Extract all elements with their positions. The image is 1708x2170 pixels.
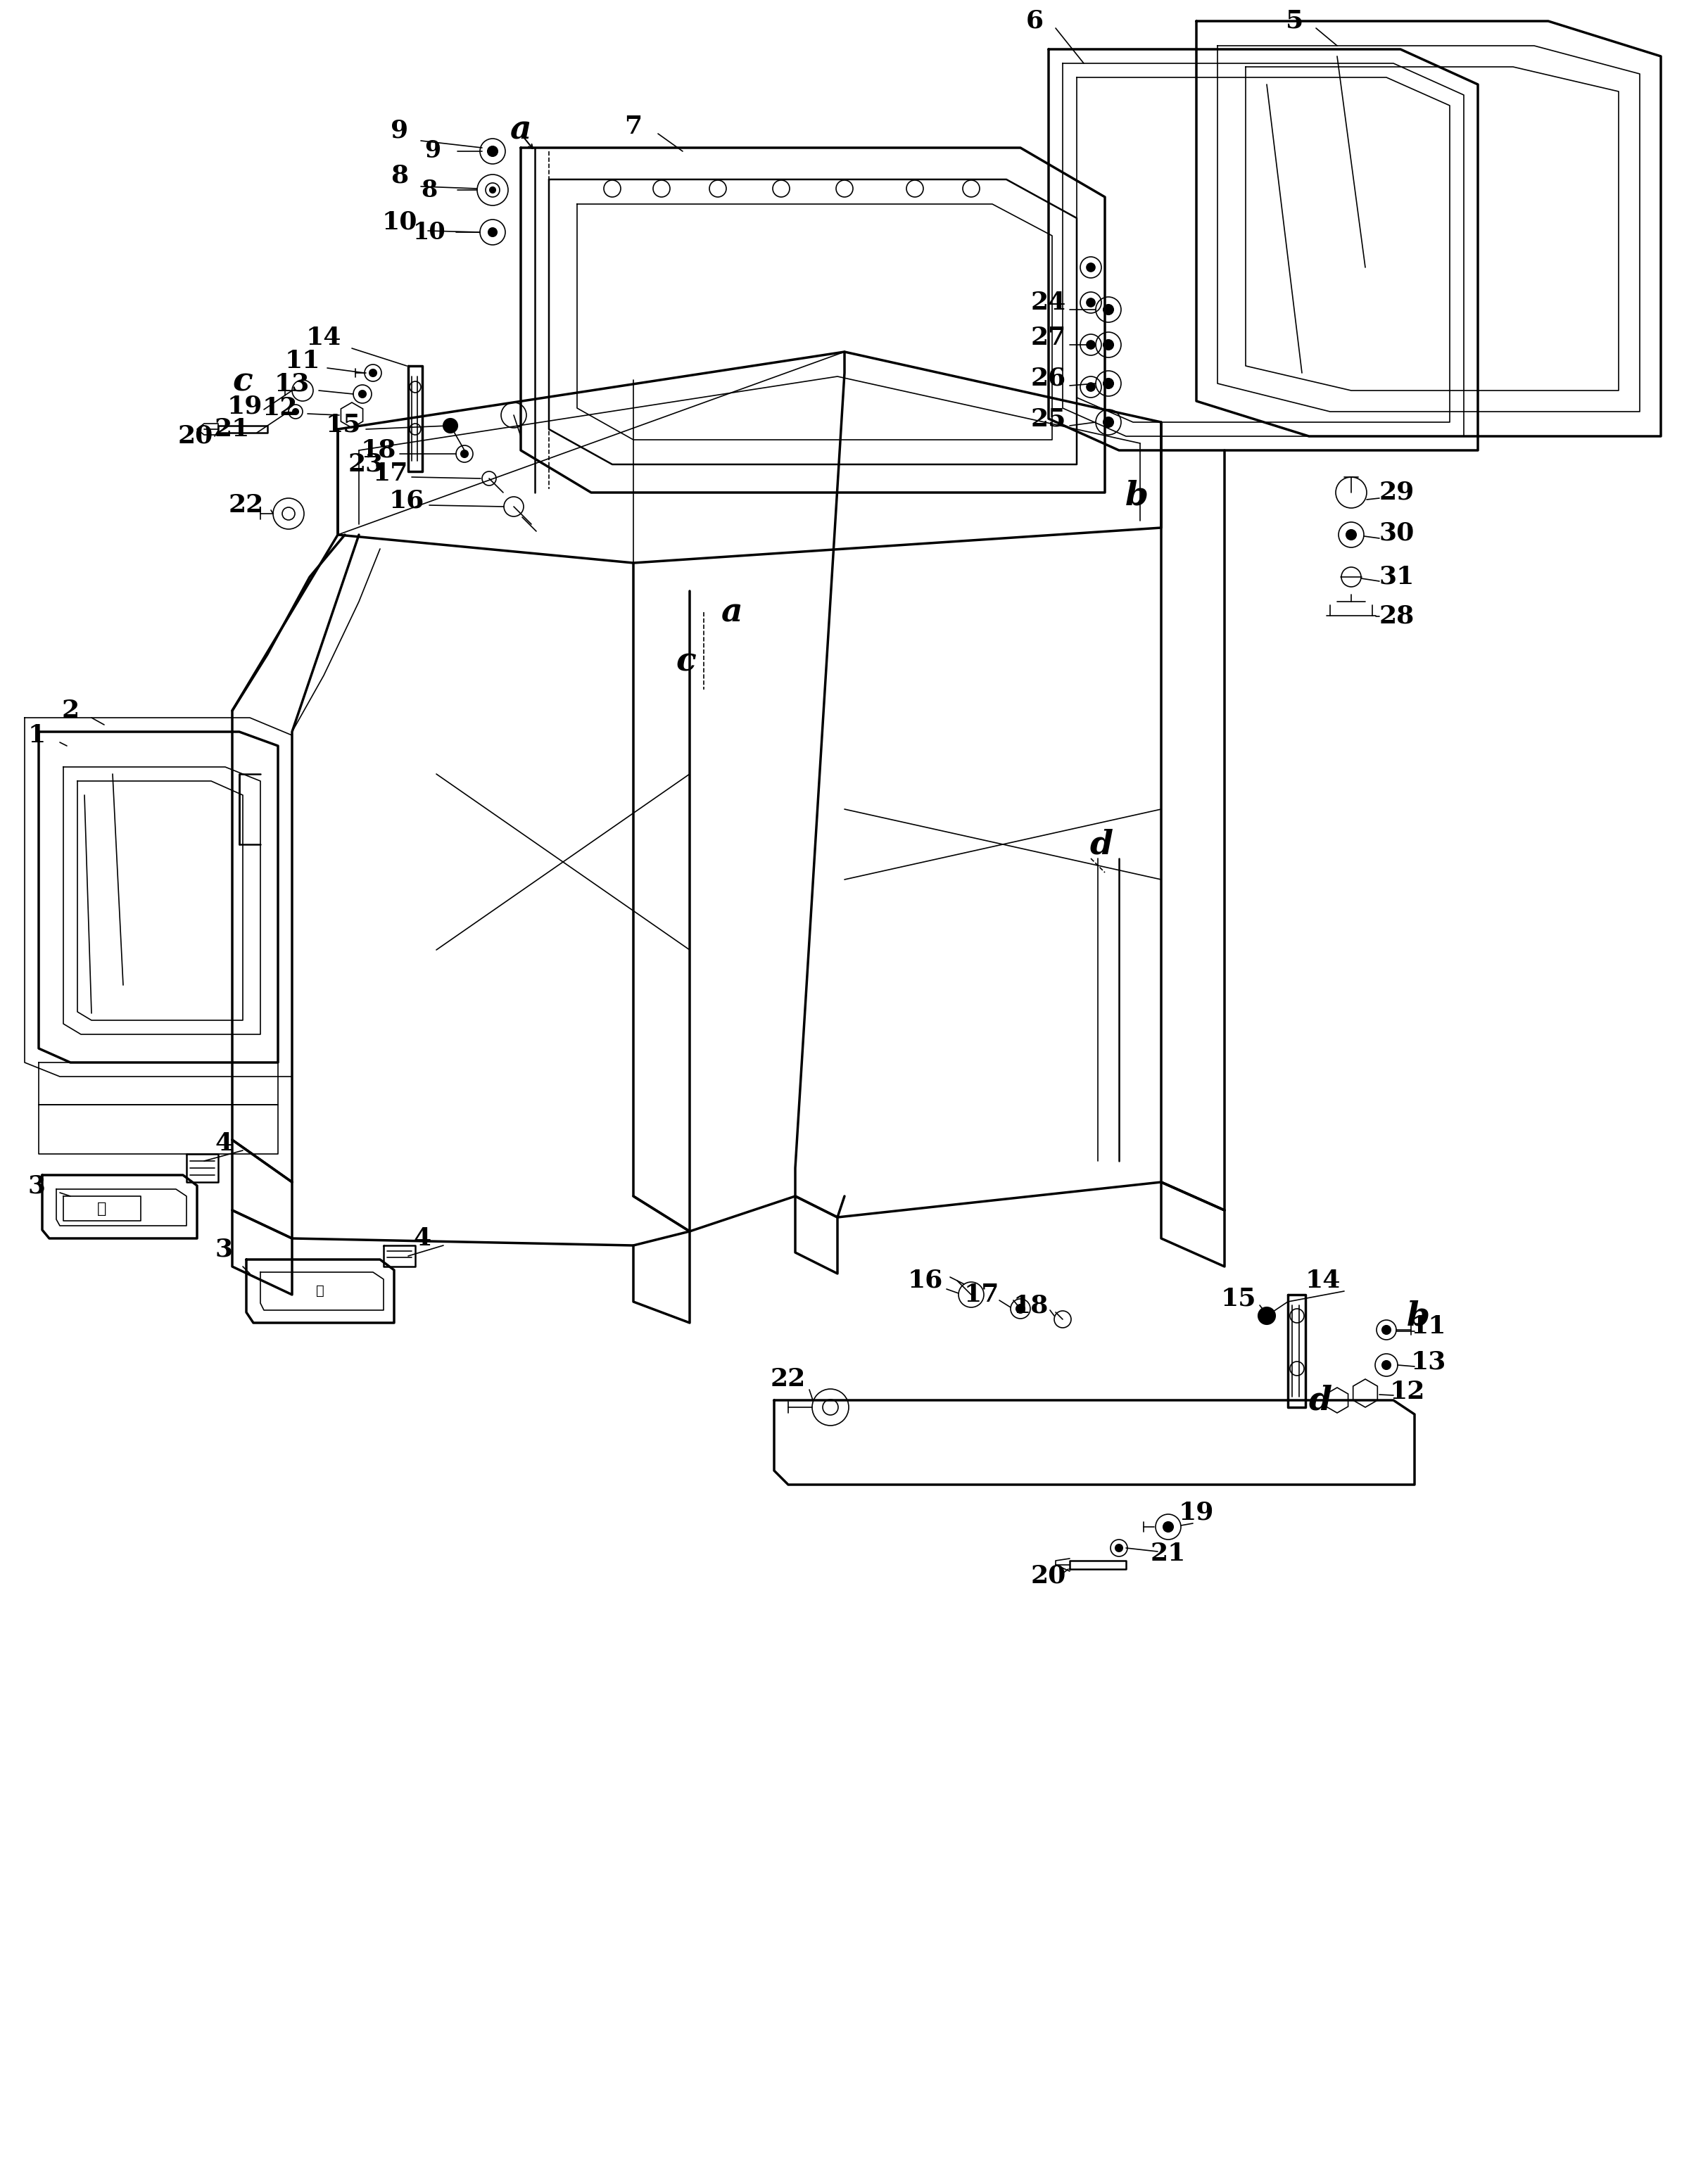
Text: 20: 20	[178, 425, 214, 449]
Circle shape	[488, 145, 497, 156]
Circle shape	[292, 408, 299, 414]
Text: a: a	[511, 115, 531, 145]
Text: c: c	[676, 644, 697, 677]
Circle shape	[1115, 1545, 1122, 1552]
Text: 25: 25	[1032, 406, 1066, 430]
Text: 19: 19	[227, 395, 263, 419]
Circle shape	[1382, 1361, 1390, 1369]
Circle shape	[490, 187, 495, 193]
Text: 13: 13	[1411, 1350, 1447, 1374]
Text: 10: 10	[383, 210, 417, 234]
Text: 13: 13	[275, 371, 309, 395]
Text: 18: 18	[360, 438, 396, 462]
Circle shape	[1086, 297, 1095, 306]
Circle shape	[359, 391, 366, 397]
Circle shape	[461, 451, 468, 458]
Text: 27: 27	[1032, 326, 1066, 349]
Text: 11: 11	[1411, 1315, 1447, 1339]
Text: 5: 5	[1286, 9, 1303, 33]
Text: 3: 3	[215, 1237, 232, 1261]
Text: 29: 29	[1380, 480, 1414, 503]
Text: 17: 17	[963, 1282, 999, 1306]
Text: 16: 16	[389, 488, 425, 512]
Text: 15: 15	[326, 412, 360, 436]
Text: d: d	[1308, 1384, 1332, 1417]
Text: 4: 4	[413, 1226, 430, 1250]
Text: b: b	[1406, 1300, 1430, 1332]
Circle shape	[1086, 341, 1095, 349]
Circle shape	[1103, 341, 1114, 349]
Text: 24: 24	[1032, 291, 1066, 315]
Text: b: b	[1126, 480, 1148, 512]
Circle shape	[1103, 378, 1114, 388]
Text: 8: 8	[422, 178, 437, 202]
Text: a: a	[721, 597, 743, 629]
Text: 30: 30	[1380, 521, 1414, 545]
Circle shape	[1163, 1521, 1173, 1532]
Text: 17: 17	[372, 462, 408, 486]
Text: 22: 22	[770, 1367, 806, 1391]
Text: 10: 10	[413, 221, 446, 243]
Text: 12: 12	[263, 397, 297, 421]
Text: 12: 12	[1390, 1380, 1424, 1404]
Circle shape	[1382, 1326, 1390, 1335]
Circle shape	[1086, 263, 1095, 271]
Text: 20: 20	[1032, 1565, 1066, 1588]
Text: 23: 23	[348, 451, 384, 477]
Text: 3: 3	[27, 1174, 46, 1198]
Text: 6: 6	[1027, 9, 1044, 33]
Text: 7: 7	[625, 115, 642, 139]
Text: 2: 2	[61, 699, 79, 723]
Text: 14: 14	[1305, 1269, 1341, 1293]
Text: 21: 21	[215, 417, 249, 441]
Text: c: c	[232, 367, 253, 399]
Circle shape	[1346, 529, 1356, 540]
Text: 14: 14	[306, 326, 342, 349]
Text: 22: 22	[229, 493, 265, 516]
Text: 9: 9	[425, 139, 441, 163]
Circle shape	[1086, 382, 1095, 391]
Text: 15: 15	[1221, 1287, 1257, 1311]
Text: 4: 4	[215, 1131, 232, 1154]
Text: 9: 9	[391, 117, 408, 141]
Text: 18: 18	[1013, 1293, 1049, 1317]
Text: 1: 1	[27, 723, 46, 746]
Text: 21: 21	[1151, 1541, 1185, 1565]
Text: ⚠: ⚠	[97, 1202, 106, 1217]
Text: d: d	[1090, 829, 1114, 861]
Text: 28: 28	[1380, 603, 1414, 627]
Text: 8: 8	[391, 165, 408, 189]
Text: 31: 31	[1380, 564, 1414, 588]
Circle shape	[1016, 1304, 1025, 1313]
Text: 16: 16	[907, 1269, 943, 1293]
Circle shape	[444, 419, 458, 432]
Text: ⚠: ⚠	[316, 1285, 325, 1298]
Circle shape	[1103, 304, 1114, 315]
Circle shape	[369, 369, 376, 375]
Circle shape	[1103, 417, 1114, 427]
Text: 19: 19	[1179, 1502, 1214, 1526]
Text: 11: 11	[285, 349, 321, 373]
Circle shape	[1259, 1306, 1276, 1324]
Text: 26: 26	[1032, 367, 1066, 391]
Circle shape	[488, 228, 497, 237]
